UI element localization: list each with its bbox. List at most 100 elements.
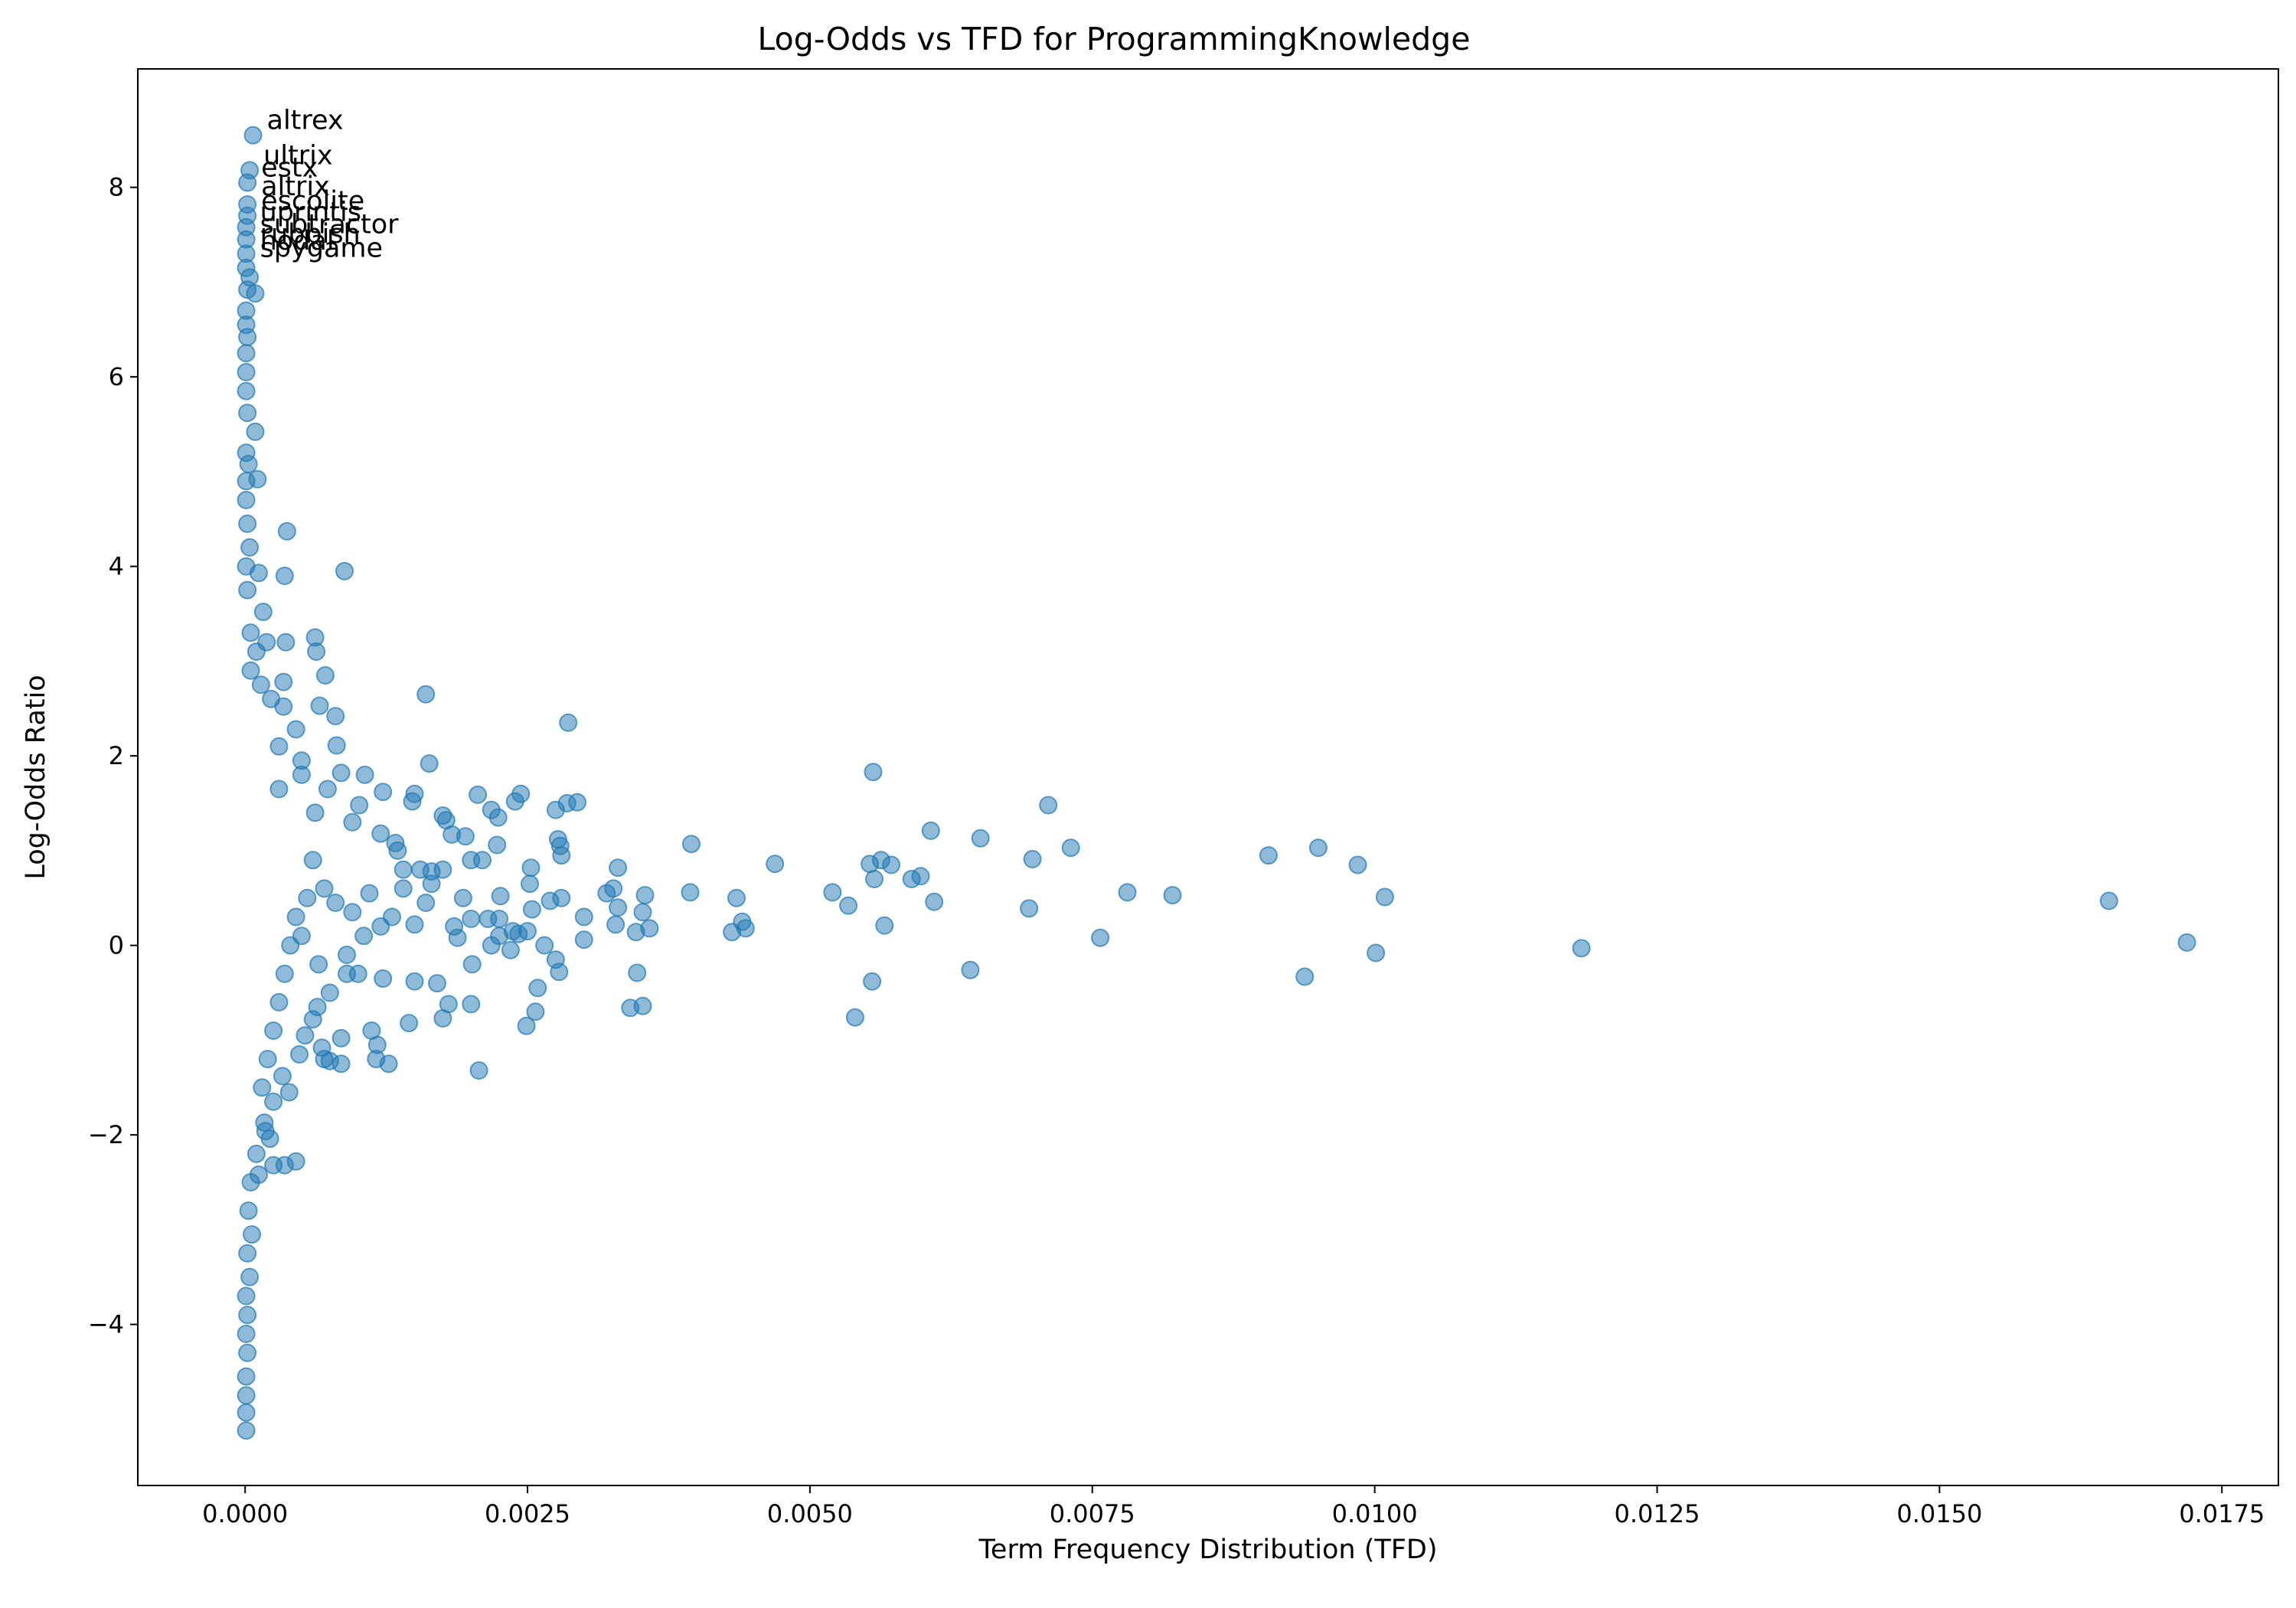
scatter-point [240, 538, 260, 557]
x-tick-label: 0.0075 [1050, 1499, 1135, 1528]
scatter-point [550, 963, 569, 982]
scatter-point [269, 779, 289, 799]
scatter-point [315, 879, 334, 898]
scatter-point [238, 404, 257, 423]
scatter-point [239, 1201, 258, 1221]
scatter-point [420, 754, 439, 773]
scatter-points [237, 126, 2196, 1440]
scatter-point [473, 851, 492, 870]
scatter-point [522, 900, 541, 919]
scatter-point [422, 874, 441, 894]
scatter-point [237, 1386, 256, 1405]
scatter-point [246, 422, 265, 441]
scatter-point [428, 974, 446, 993]
y-tick-label: 0 [109, 931, 124, 960]
point-annotation: estx [261, 153, 318, 184]
scatter-point [433, 1008, 452, 1028]
scatter-point [279, 1083, 299, 1102]
scatter-point [247, 1144, 266, 1163]
scatter-point [237, 491, 256, 509]
scatter-point [331, 1028, 351, 1047]
scatter-point [1259, 846, 1278, 865]
scatter-point [274, 672, 293, 691]
scatter-point [246, 284, 265, 303]
point-annotations: altrex ultrixestxaltrixescoliteuprintissu… [260, 106, 400, 264]
scatter-point [362, 1021, 381, 1040]
scatter-point [318, 779, 337, 799]
scatter-point [253, 1078, 272, 1097]
scatter-point [350, 796, 369, 815]
scatter-point [237, 1367, 256, 1386]
scatter-point [286, 720, 305, 739]
scatter-point [374, 783, 393, 802]
scatter-point [241, 661, 260, 680]
scatter-point [491, 887, 510, 906]
scatter-point [727, 888, 746, 907]
scatter-point [864, 763, 883, 782]
scatter-point [400, 1014, 419, 1033]
scatter-point [374, 969, 393, 988]
scatter-point [309, 955, 328, 974]
scatter-point [269, 737, 289, 756]
scatter-point [823, 883, 842, 902]
scatter-point [682, 835, 701, 854]
scatter-point [405, 972, 424, 991]
scatter-point [338, 946, 356, 964]
scatter-point [256, 1122, 275, 1141]
scatter-point [609, 898, 628, 917]
scatter-point [574, 907, 593, 927]
scatter-point [541, 891, 560, 910]
scatter-point [961, 960, 980, 979]
scatter-point [1091, 928, 1110, 947]
scatter-point [343, 903, 362, 922]
scatter-point [290, 1045, 309, 1064]
point-annotation: ultrix [263, 140, 332, 171]
scatter-point [237, 1403, 256, 1422]
scatter-point [1118, 883, 1137, 902]
scatter-point [258, 1050, 277, 1069]
scatter-point [296, 1026, 315, 1045]
point-annotation: altrix [261, 172, 330, 202]
scatter-point [253, 603, 273, 622]
scatter-point [528, 979, 547, 998]
scatter-point [354, 927, 374, 946]
scatter-point [394, 860, 413, 879]
scatter-point [286, 907, 305, 927]
scatter-point [305, 803, 325, 822]
scatter-point [320, 983, 339, 1002]
scatter-point [315, 666, 335, 685]
scatter-point [292, 927, 311, 946]
scatter-point [394, 879, 413, 898]
scatter-point [237, 381, 256, 400]
x-tick-label: 0.0025 [485, 1499, 570, 1528]
scatter-point [240, 1267, 260, 1286]
scatter-point [609, 858, 628, 878]
scatter-point [326, 894, 345, 912]
scatter-point [723, 923, 742, 942]
scatter-point [307, 642, 326, 661]
scatter-point [241, 1173, 260, 1191]
scatter-point [902, 870, 921, 888]
scatter-point [315, 1050, 334, 1069]
plot-area: altrex ultrixestxaltrixescoliteuprintissu… [237, 106, 2196, 1440]
x-tick-label: 0.0100 [1332, 1499, 1418, 1528]
scatter-point [273, 1067, 292, 1086]
scatter-point [264, 1021, 283, 1040]
scatter-point [462, 910, 481, 928]
scatter-point [416, 894, 436, 912]
x-tick-label: 0.0000 [202, 1499, 288, 1528]
scatter-point [456, 827, 475, 846]
scatter-point [635, 886, 655, 905]
scatter-point [517, 1016, 536, 1035]
scatter-point [343, 812, 362, 832]
scatter-point [274, 697, 293, 716]
y-axis-label: Log-Odds Ratio [21, 675, 51, 879]
y-axis: −4 −2 0 2 4 6 8 [88, 173, 138, 1339]
scatter-point [237, 363, 256, 381]
plot-frame [137, 68, 2279, 1486]
scatter-point [335, 561, 354, 580]
scatter-point [861, 855, 880, 874]
y-tick-label: 8 [109, 173, 124, 202]
point-annotation: subtractor [260, 210, 400, 240]
